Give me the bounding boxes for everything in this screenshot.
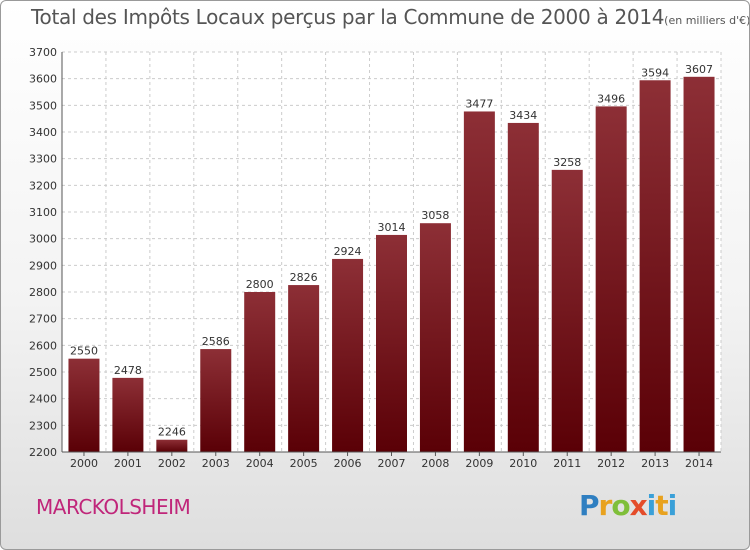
bar <box>156 439 188 452</box>
y-tick-label: 2500 <box>29 366 57 379</box>
bar-value-label: 2586 <box>202 335 230 348</box>
chart-title-text: Total des Impôts Locaux perçus par la Co… <box>31 5 665 29</box>
x-tick-label: 2011 <box>553 457 581 470</box>
x-tick-label: 2006 <box>334 457 362 470</box>
x-tick-label: 2008 <box>421 457 449 470</box>
bar <box>288 285 320 452</box>
bar-value-label: 3607 <box>685 63 713 76</box>
y-tick-label: 3500 <box>29 99 57 112</box>
x-tick-label: 2007 <box>378 457 406 470</box>
chart-title: Total des Impôts Locaux perçus par la Co… <box>31 5 750 29</box>
y-tick-label: 2400 <box>29 393 57 406</box>
x-tick-label: 2014 <box>685 457 713 470</box>
bar <box>419 223 451 452</box>
bar <box>68 358 100 452</box>
x-tick-label: 2005 <box>290 457 318 470</box>
y-tick-label: 2900 <box>29 259 57 272</box>
x-tick-label: 2012 <box>597 457 625 470</box>
x-tick-label: 2009 <box>465 457 493 470</box>
x-tick-label: 2000 <box>70 457 98 470</box>
bar <box>639 80 671 453</box>
bar <box>244 292 276 452</box>
bar-value-label: 2478 <box>114 364 142 377</box>
bar-value-label: 3496 <box>597 92 625 105</box>
bar <box>376 234 407 452</box>
logo-letter-p: P <box>579 489 600 522</box>
bar-value-label: 2550 <box>70 345 98 358</box>
bar-value-label: 2826 <box>290 271 318 284</box>
logo-letter-i2: i <box>667 489 678 522</box>
x-tick-label: 2001 <box>114 457 142 470</box>
logo-letter-i: i <box>646 489 657 522</box>
y-tick-label: 3000 <box>29 233 57 246</box>
logo-letter-x: x <box>629 489 648 522</box>
bar <box>332 258 364 452</box>
bar-value-label: 3058 <box>421 209 449 222</box>
x-tick-label: 2004 <box>246 457 274 470</box>
bar-value-label: 2800 <box>246 278 274 291</box>
bar <box>551 169 583 452</box>
proxiti-logo: Proxiti <box>579 489 678 522</box>
y-tick-label: 2200 <box>29 446 57 459</box>
x-tick-label: 2003 <box>202 457 230 470</box>
bar <box>507 122 539 452</box>
logo-letter-o: o <box>611 489 630 522</box>
y-tick-label: 3600 <box>29 73 57 86</box>
x-tick-label: 2002 <box>158 457 186 470</box>
bar-value-label: 2246 <box>158 426 186 439</box>
bar-value-label: 3258 <box>553 156 581 169</box>
y-tick-label: 3400 <box>29 126 57 139</box>
bar-value-label: 2924 <box>334 245 362 258</box>
y-tick-label: 3300 <box>29 153 57 166</box>
y-tick-label: 3700 <box>29 46 57 59</box>
bar <box>112 377 144 452</box>
y-tick-label: 3100 <box>29 206 57 219</box>
commune-name: MARCKOLSHEIM <box>36 495 191 519</box>
chart-subtitle: (en milliers d'€) <box>664 14 750 27</box>
bar <box>683 76 715 453</box>
x-tick-label: 2013 <box>641 457 669 470</box>
y-tick-label: 2300 <box>29 419 57 432</box>
bar-value-label: 3434 <box>509 109 537 122</box>
y-tick-label: 2600 <box>29 339 57 352</box>
y-tick-label: 2700 <box>29 313 57 326</box>
logo-letter-r: r <box>598 489 613 522</box>
y-tick-label: 3200 <box>29 179 57 192</box>
bar <box>463 111 495 452</box>
bar-value-label: 3594 <box>641 66 669 79</box>
bar <box>200 349 232 452</box>
bar-value-label: 3014 <box>378 221 406 234</box>
bar <box>595 106 627 453</box>
bar-value-label: 3477 <box>465 97 493 110</box>
x-tick-label: 2010 <box>509 457 537 470</box>
y-tick-label: 2800 <box>29 286 57 299</box>
logo-letter-t: t <box>655 489 668 522</box>
